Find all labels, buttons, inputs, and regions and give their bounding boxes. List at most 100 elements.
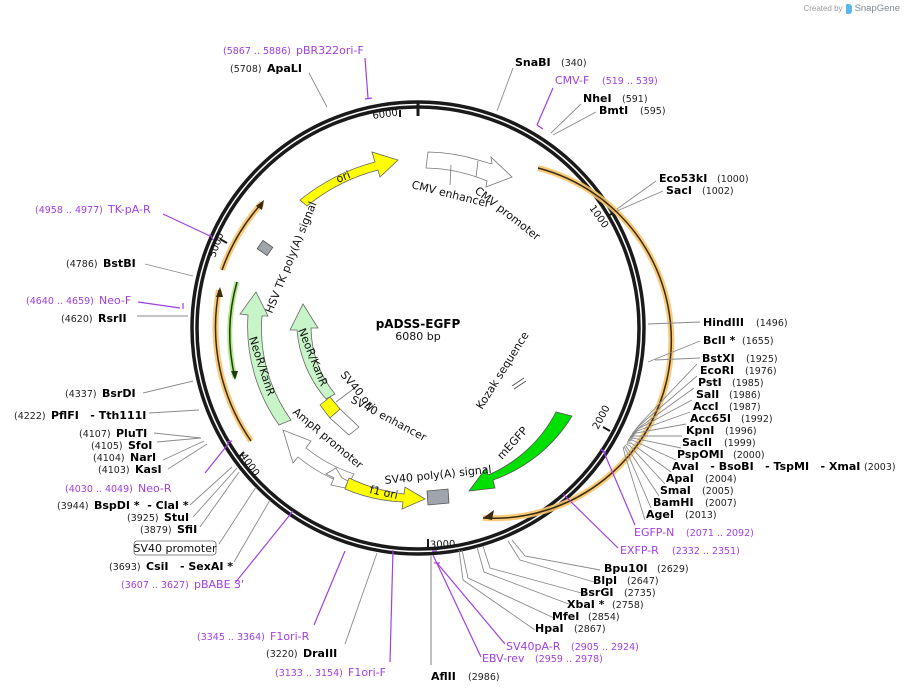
- enzyme-hpai[interactable]: HpaI (2867): [535, 622, 606, 635]
- enzyme-pflfi-tth111i[interactable]: (4222) PflFI - Tth111I: [14, 409, 146, 422]
- svg-text:ApaI: ApaI: [666, 472, 694, 485]
- enzyme-apali[interactable]: (5708) ApaLI: [230, 62, 302, 75]
- enzyme-labels-left: (5708) ApaLI (4786) BstBI (4620) RsrII (433…: [14, 62, 337, 660]
- feature-sv40-promoter-callout[interactable]: SV40 promoter: [133, 540, 217, 556]
- enzyme-ecori[interactable]: EcoRI (1976): [700, 364, 777, 377]
- feature-sv40-ori[interactable]: SV40 ori SV40 enhancer: [319, 369, 429, 445]
- svg-text:EGFP-N: EGFP-N: [634, 526, 674, 539]
- svg-text:HindIII: HindIII: [703, 316, 744, 329]
- svg-text:SacII: SacII: [682, 436, 712, 449]
- primer-pbr322ori-f[interactable]: (5867 .. 5886) pBR322ori-F: [223, 44, 364, 57]
- primer-egfp-n[interactable]: EGFP-N (2071 .. 2092): [634, 526, 754, 539]
- svg-text:Neo-F: Neo-F: [99, 294, 131, 307]
- enzyme-nari[interactable]: (4104) NarI: [93, 451, 156, 464]
- svg-text:EcoRI: EcoRI: [700, 364, 734, 377]
- svg-text:(3607 .. 3627): (3607 .. 3627): [121, 580, 189, 591]
- primer-exfp-r[interactable]: EXFP-R (2332 .. 2351): [620, 544, 740, 557]
- tick-label-1000: 1000: [587, 203, 611, 230]
- enzyme-kasi[interactable]: (4103) KasI: [98, 463, 162, 476]
- enzyme-aflii[interactable]: AflII (2986): [431, 670, 500, 683]
- enzyme-bstbi[interactable]: (4786) BstBI: [66, 257, 136, 270]
- enzyme-kpni[interactable]: KpnI (1996): [686, 424, 757, 437]
- enzyme-acc65i[interactable]: Acc65I (1992): [690, 412, 773, 425]
- enzyme-rsrii[interactable]: (4620) RsrII: [61, 312, 127, 325]
- plasmid-name: pADSS-EGFP: [376, 317, 461, 331]
- feature-neo-outer[interactable]: NeoR/KanR: [239, 291, 292, 426]
- enzyme-saci[interactable]: SacI (1002): [666, 184, 734, 197]
- svg-text:(1925): (1925): [746, 354, 778, 365]
- enzyme-blpi[interactable]: BlpI (2647): [593, 574, 659, 587]
- svg-text:(2986): (2986): [468, 672, 500, 683]
- enzyme-snabi[interactable]: SnaBI (340): [515, 56, 587, 69]
- feature-kozak[interactable]: Kozak sequence: [474, 329, 532, 411]
- svg-text:AvaI - BsoBI - TspMI - X: AvaI - BsoBI - TspMI - XmaI: [672, 460, 860, 473]
- svg-text:(2758): (2758): [612, 600, 644, 611]
- enzyme-eco53ki[interactable]: Eco53kI (1000): [659, 172, 749, 185]
- svg-text:MfeI: MfeI: [552, 610, 579, 623]
- enzyme-xbai[interactable]: XbaI * (2758): [567, 598, 644, 611]
- enzyme-bmti[interactable]: BmtI (595): [599, 104, 666, 117]
- primer-neo-r[interactable]: (4030 .. 4049) Neo-R: [65, 482, 172, 495]
- svg-text:(2013): (2013): [685, 510, 717, 521]
- primer-f1ori-r[interactable]: (3345 .. 3364) F1ori-R: [197, 630, 310, 643]
- enzyme-nhei[interactable]: NheI (591): [583, 92, 648, 105]
- enzyme-stui[interactable]: (3925) StuI: [127, 511, 189, 524]
- snapgene-logo-icon: [845, 3, 852, 14]
- enzyme-pspomi[interactable]: PspOMI (2000): [677, 448, 765, 461]
- svg-text:RsrII: RsrII: [98, 312, 127, 325]
- primer-f1ori-f[interactable]: (3133 .. 3154) F1ori-F: [275, 666, 386, 679]
- primer-sv40pa-r[interactable]: SV40pA-R (2905 .. 2924): [506, 640, 639, 653]
- svg-text:BspDI * - ClaI *: BspDI * - ClaI *: [94, 499, 189, 512]
- tick-label-2000: 2000: [591, 404, 613, 432]
- enzyme-bpu10i[interactable]: Bpu10I (2629): [604, 562, 689, 575]
- enzyme-smai[interactable]: SmaI (2005): [660, 484, 734, 497]
- enzyme-bspdi-clai[interactable]: (3944) BspDI * - ClaI *: [57, 499, 189, 512]
- feature-cmv[interactable]: CMV enhancer CMV promoter: [410, 151, 543, 243]
- feature-label-hsv-tk-polya: HSV TK poly(A) signal: [263, 200, 320, 315]
- primer-pbabe3[interactable]: (3607 .. 3627) pBABE 3': [121, 578, 244, 591]
- feature-megfp[interactable]: mEGFP: [468, 411, 573, 492]
- enzyme-psti[interactable]: PstI (1985): [698, 376, 764, 389]
- enzyme-sacii[interactable]: SacII (1999): [682, 436, 756, 449]
- svg-text:F1ori-F: F1ori-F: [348, 666, 386, 679]
- enzyme-acci[interactable]: AccI (1987): [693, 400, 761, 413]
- enzyme-bsrgi[interactable]: BsrGI (2735): [580, 586, 656, 599]
- enzyme-agei[interactable]: AgeI (2013): [646, 508, 717, 521]
- enzyme-sfii[interactable]: (3879) SfiI: [140, 523, 197, 536]
- svg-text:(340): (340): [561, 58, 587, 69]
- svg-text:BstBI: BstBI: [103, 257, 136, 270]
- enzyme-sfoi[interactable]: (4105) SfoI: [91, 439, 152, 452]
- enzyme-draiii[interactable]: (3220) DraIII: [266, 647, 337, 660]
- enzyme-pluti[interactable]: (4107) PluTI: [79, 427, 147, 440]
- primer-cmv-f[interactable]: CMV-F (519 .. 539): [555, 74, 658, 87]
- plasmid-length: 6080 bp: [395, 330, 440, 343]
- enzyme-bsrdi[interactable]: (4337) BsrDI: [65, 387, 136, 400]
- enzyme-csii-sexai[interactable]: (3693) CsiI - SexAI *: [109, 560, 233, 573]
- enzyme-bstxi[interactable]: BstXI (1925): [702, 352, 778, 365]
- svg-text:SfiI: SfiI: [177, 523, 197, 536]
- svg-text:(1976): (1976): [745, 366, 777, 377]
- enzyme-apai[interactable]: ApaI (2004): [666, 472, 737, 485]
- feature-label-cmv-promoter: CMV promoter: [472, 184, 543, 243]
- primer-ebv-rev[interactable]: EBV-rev (2959 .. 2978): [482, 652, 603, 665]
- primer-neo-f[interactable]: (4640 .. 4659) Neo-F: [26, 294, 131, 307]
- svg-text:(4640 .. 4659): (4640 .. 4659): [26, 296, 94, 307]
- feature-ampr-promoter[interactable]: AmpR promoter: [282, 405, 366, 489]
- enzyme-avai-bsobi-tspmi-xmai[interactable]: AvaI - BsoBI - TspMI - XmaI (2003): [672, 460, 896, 473]
- svg-text:(3879): (3879): [140, 525, 172, 536]
- svg-text:(2647): (2647): [627, 576, 659, 587]
- enzyme-bamhi[interactable]: BamHI (2007): [653, 496, 737, 509]
- primer-tk-pa-r[interactable]: (4958 .. 4977) TK-pA-R: [35, 203, 151, 216]
- enzyme-mfei[interactable]: MfeI (2854): [552, 610, 620, 623]
- feature-f1-ori[interactable]: f1 ori: [344, 477, 426, 510]
- feature-hsv-tk-polya[interactable]: HSV TK poly(A) signal: [256, 200, 320, 315]
- enzyme-hindiii[interactable]: HindIII (1496): [703, 316, 788, 329]
- feature-ori[interactable]: ori: [299, 151, 399, 207]
- feature-neo-inner[interactable]: NeoR/KanR: [289, 303, 336, 400]
- enzyme-sali[interactable]: SalI (1986): [696, 388, 761, 401]
- svg-text:ApaLI: ApaLI: [267, 62, 302, 75]
- enzyme-bcli[interactable]: BclI * (1655): [703, 334, 774, 347]
- svg-text:(4222): (4222): [14, 411, 46, 422]
- svg-text:(1986): (1986): [729, 390, 761, 401]
